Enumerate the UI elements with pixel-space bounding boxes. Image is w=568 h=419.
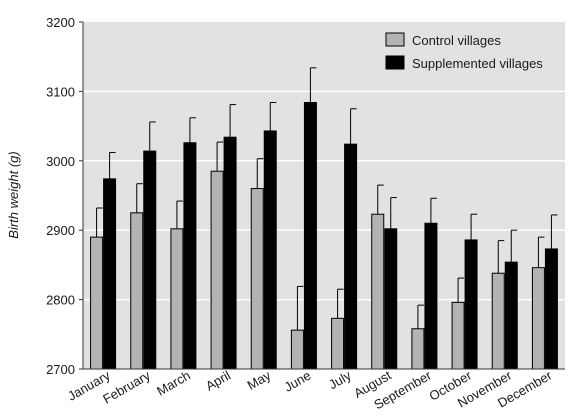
bar-supplemented <box>344 143 358 370</box>
legend-label-supplemented: Supplemented villages <box>412 56 543 71</box>
x-tick-label: March <box>154 368 193 399</box>
legend-swatch-control <box>385 32 405 47</box>
y-tick-label: 3100 <box>46 84 75 99</box>
bar-control <box>331 317 345 370</box>
plot-background <box>83 22 565 369</box>
bar-supplemented <box>223 136 237 370</box>
bar-control <box>170 228 184 370</box>
x-tick-label: July <box>326 367 354 392</box>
bar-supplemented <box>504 261 518 370</box>
bar-control <box>210 170 224 370</box>
legend-swatch-supplemented <box>385 55 405 70</box>
legend-label-control: Control villages <box>412 33 501 48</box>
bar-control <box>90 236 104 370</box>
bar-control <box>290 329 304 370</box>
x-tick-label: April <box>203 368 233 394</box>
x-tick-label: May <box>244 367 273 393</box>
bar-control <box>371 213 385 370</box>
y-tick-label: 2700 <box>46 362 75 377</box>
bar-control <box>250 188 264 370</box>
bar-supplemented <box>263 130 277 370</box>
bar-supplemented <box>183 142 197 370</box>
x-tick-label: June <box>281 368 313 395</box>
y-tick-label: 2900 <box>46 223 75 238</box>
bar-supplemented <box>303 102 317 370</box>
bar-supplemented <box>424 222 438 370</box>
bar-supplemented <box>384 228 398 370</box>
bar-supplemented <box>143 150 157 370</box>
y-tick-labels: 2700 2800 2900 3000 3100 3200 <box>46 15 83 377</box>
y-tick-label: 2800 <box>46 293 75 308</box>
bars-group <box>90 102 558 370</box>
bar-supplemented <box>103 178 117 370</box>
bar-control <box>491 272 505 370</box>
y-axis-label: Birth weight (g) <box>6 151 21 238</box>
bar-control <box>451 301 465 370</box>
y-tick-label: 3200 <box>46 15 75 30</box>
bar-supplemented <box>544 248 558 370</box>
bar-control <box>411 328 425 370</box>
bar-control <box>531 267 545 370</box>
error-bars-group <box>96 67 558 331</box>
legend: Control villages Supplemented villages <box>385 32 543 71</box>
bar-supplemented <box>464 239 478 370</box>
gridlines <box>83 90 565 301</box>
y-tick-label: 3000 <box>46 154 75 169</box>
bar-control <box>130 212 144 370</box>
